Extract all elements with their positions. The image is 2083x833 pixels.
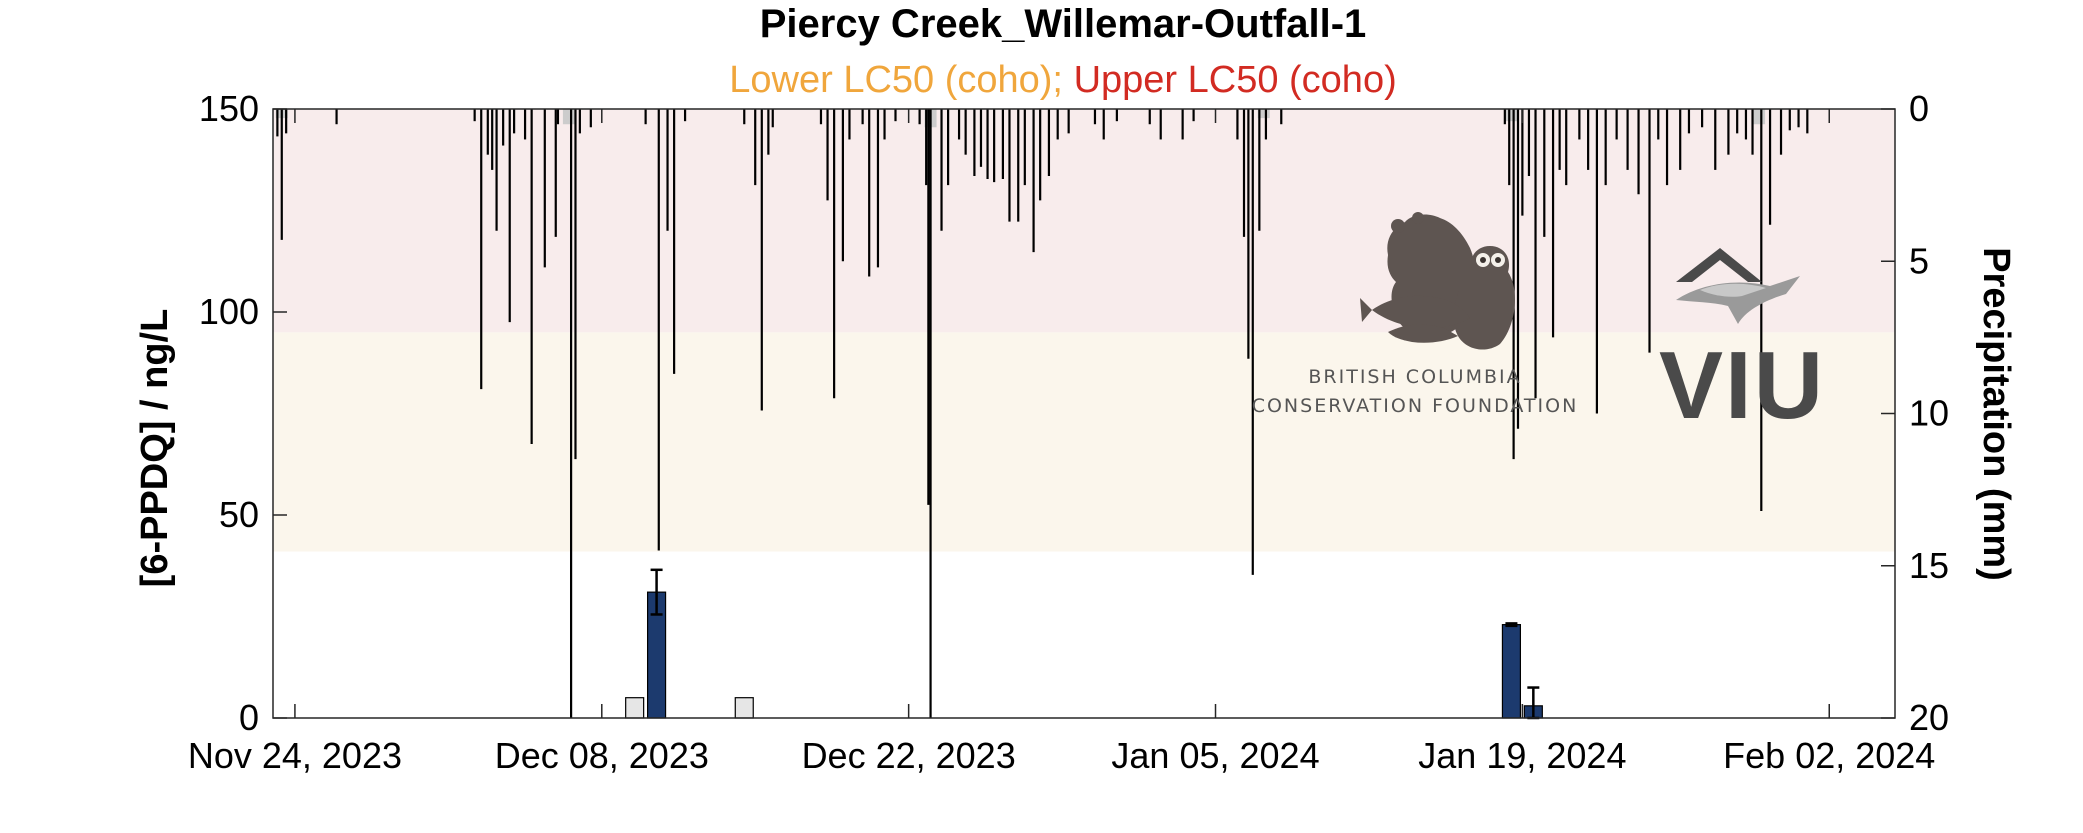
precipitation-series [275,109,1809,718]
lc50-band [273,109,1895,333]
lower-lc50-label: Lower LC50 (coho); [729,59,1063,101]
concentration-bars [625,568,1543,720]
y2-tick-label: 20 [1909,697,1949,738]
precipitation-trace-bar [1505,109,1518,122]
x-tick-label: Jan 19, 2024 [1418,735,1626,776]
x-tick-label: Dec 22, 2023 [802,735,1016,776]
y2-tick-label: 0 [1909,88,1929,129]
owl-eyes-icon [1476,253,1505,267]
y2-tick-label: 5 [1909,240,1929,281]
y2-axis-label: Precipitation (mm) [1975,247,2017,581]
y2-tick-label: 15 [1909,545,1949,586]
x-tick-label: Nov 24, 2023 [188,735,402,776]
upper-lc50-label: Upper LC50 (coho) [1074,59,1397,101]
y-tick-label: 150 [199,88,259,129]
y-tick-label: 0 [239,697,259,738]
lc50-bands [273,109,1895,552]
x-tick-label: Dec 08, 2023 [495,735,709,776]
precipitation-trace-bar [562,109,575,125]
bccf-logo: BRITISH COLUMBIA CONSERVATION FOUNDATION [1252,212,1579,417]
precipitation-trace-bar [1257,109,1270,119]
y-tick-label: 50 [219,494,259,535]
x-tick-label: Jan 05, 2024 [1111,735,1319,776]
y-tick-label: 100 [199,291,259,332]
precipitation-trace-bar [1753,109,1766,125]
x-tick-label: Feb 02, 2024 [1723,735,1935,776]
y2-tick-label: 10 [1909,393,1949,434]
bccf-logo-line1: BRITISH COLUMBIA [1308,366,1521,388]
viu-logo-text: VIU [1659,332,1825,439]
concentration-bar [734,697,754,719]
chart-title: Piercy Creek_Willemar-Outfall-1 [760,2,1367,46]
bccf-logo-line2: CONSERVATION FOUNDATION [1252,395,1579,417]
axes: 0 50 100 150 0 5 10 15 20 Nov 24, 2023 Dec 08, 202… [188,88,1949,776]
mountain-bird-icon [1676,248,1800,324]
concentration-bar [1501,624,1522,719]
viu-logo: VIU [1659,248,1825,439]
lc50-band [273,332,1895,552]
bear-owl-salmon-icon [1360,212,1515,350]
concentration-bar [625,697,645,719]
y-axis-label: [6-PPDQ] / ng/L [134,309,176,588]
chart-subtitle: Lower LC50 (coho); Upper LC50 (coho) [729,59,1396,101]
